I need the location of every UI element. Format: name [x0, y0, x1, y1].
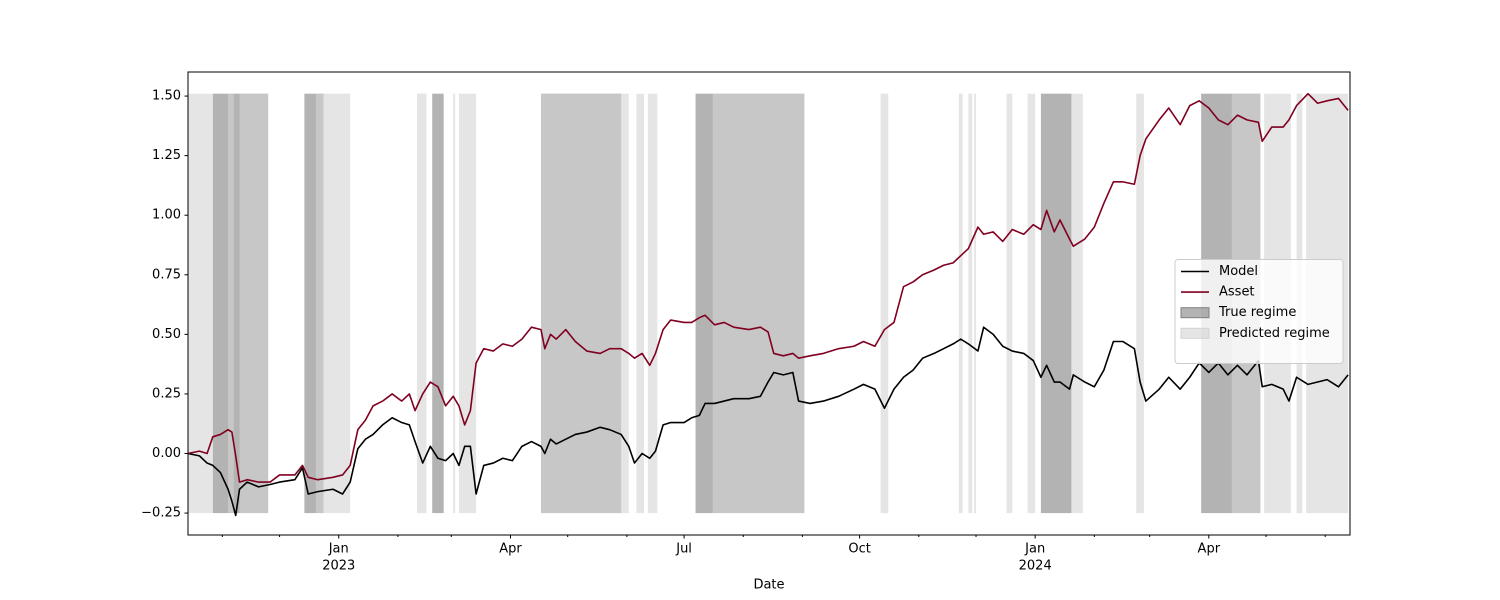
y-tick-label: 0.50: [152, 327, 181, 342]
legend-label: True regime: [1218, 305, 1296, 320]
regime-span: [416, 93, 427, 514]
legend-box: [1174, 259, 1344, 364]
regime-span: [880, 93, 889, 514]
regime-span: [636, 93, 645, 514]
regime-span: [540, 93, 629, 514]
y-tick-label: 1.00: [152, 208, 181, 223]
x-axis-label: Date: [753, 578, 784, 593]
series-line: [187, 92, 1349, 483]
x-tick-year-label: 2024: [1019, 559, 1052, 574]
x-tick-label: Jul: [675, 542, 692, 557]
regime-span: [432, 93, 444, 514]
y-tick-label: 0.25: [152, 386, 181, 401]
regime-span: [239, 93, 269, 514]
regime-span: [458, 93, 477, 514]
x-tick-label: Jan: [1024, 542, 1045, 557]
regime-span: [1027, 93, 1036, 514]
legend-swatch: [1180, 327, 1210, 339]
regime-span: [712, 93, 805, 514]
y-tick-label: 0.00: [152, 446, 181, 461]
regime-span: [453, 93, 456, 514]
y-tick-label: 0.75: [152, 267, 181, 282]
regime-span: [968, 93, 973, 514]
regime-span: [315, 93, 351, 514]
regime-span: [228, 93, 234, 514]
regime-span: [1006, 93, 1013, 514]
series-line: [187, 326, 1349, 517]
y-tick-label: 1.25: [152, 148, 181, 163]
regime-span: [1071, 93, 1083, 514]
regime-span: [1136, 93, 1144, 514]
legend-swatch: [1180, 307, 1210, 319]
x-tick-year-label: 2023: [322, 559, 355, 574]
legend-label: Asset: [1219, 285, 1255, 300]
regime-span: [647, 93, 658, 514]
regime-span: [1040, 93, 1072, 514]
plot-frame: [187, 71, 1351, 536]
x-tick-label: Apr: [1198, 542, 1221, 557]
regime-span: [974, 93, 977, 514]
x-tick-label: Oct: [848, 542, 870, 557]
y-tick-label: −0.25: [141, 506, 181, 521]
legend-label: Predicted regime: [1219, 326, 1330, 341]
regime-span: [958, 93, 963, 514]
x-tick-label: Jan: [328, 542, 349, 557]
x-tick-label: Apr: [499, 542, 522, 557]
regime-span: [188, 93, 213, 514]
legend-label: Model: [1219, 264, 1258, 279]
y-tick-label: 1.50: [152, 89, 181, 104]
